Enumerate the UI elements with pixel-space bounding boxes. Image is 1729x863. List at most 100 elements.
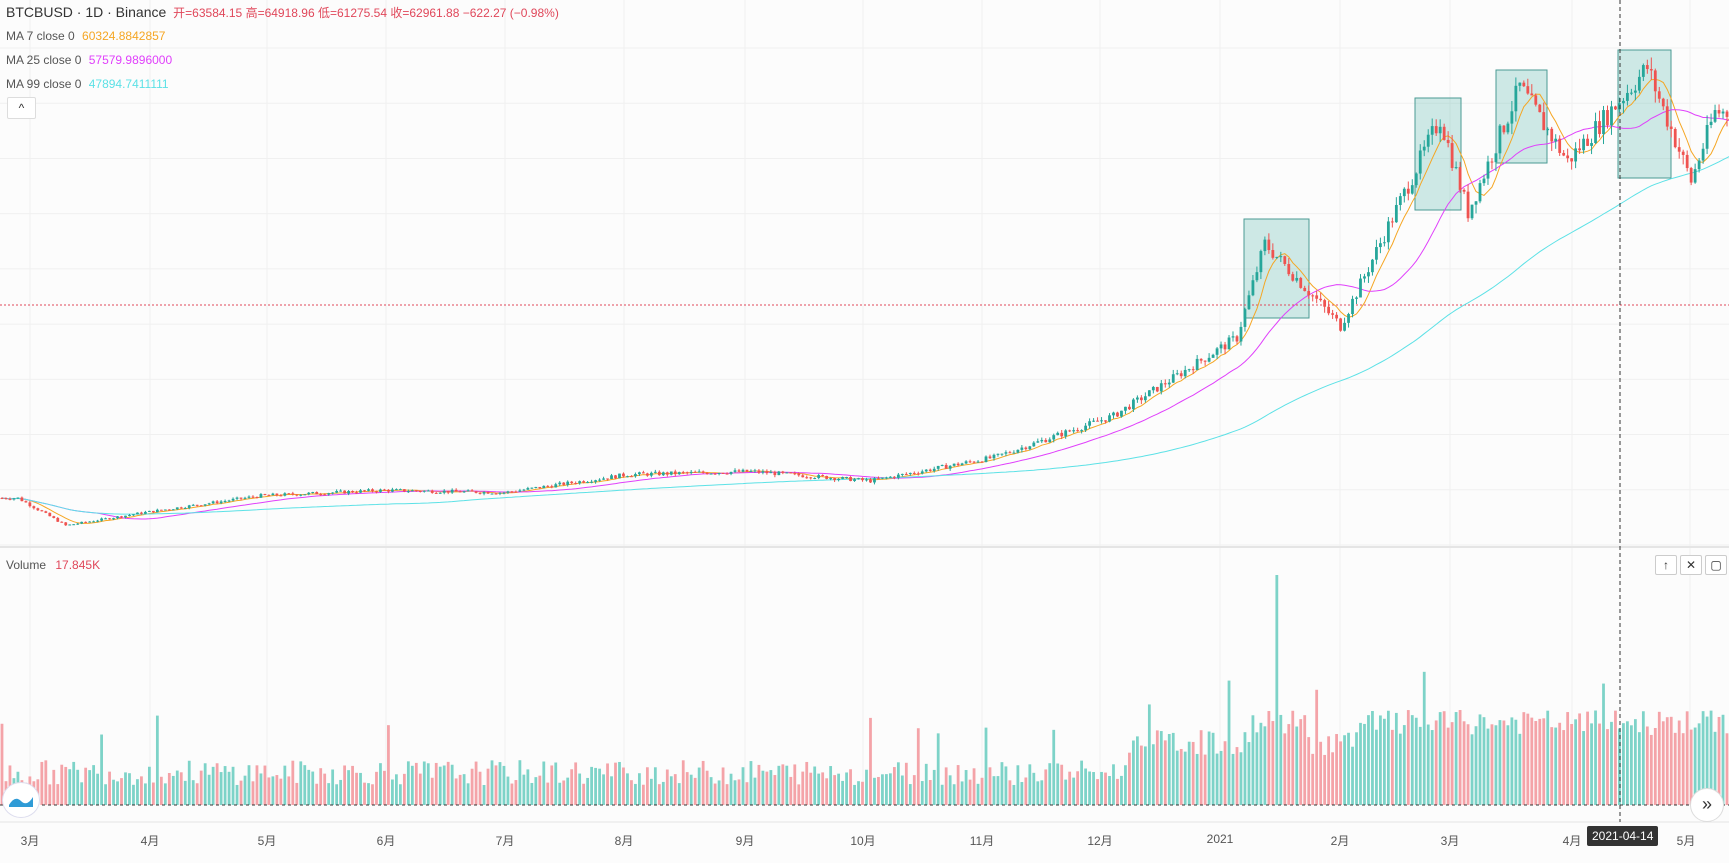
volume-bar (1147, 704, 1151, 805)
volume-bar (1526, 713, 1530, 805)
volume-bar (271, 776, 275, 805)
candle-body (502, 492, 506, 494)
candle-body (522, 489, 526, 491)
candle-body (1506, 123, 1510, 133)
volume-bar (1371, 710, 1374, 805)
candle-body (530, 487, 534, 489)
candle-body (873, 478, 876, 483)
candle-body (1012, 452, 1016, 454)
ma99-legend[interactable]: MA 99 close 0 47894.7411111 (6, 77, 169, 91)
candle-body (171, 509, 175, 511)
volume-bar (144, 783, 147, 805)
volume-bar (1518, 733, 1522, 805)
volume-bar (171, 775, 175, 805)
candle-body (1291, 274, 1295, 281)
volume-bar (442, 765, 446, 805)
candle-body (339, 490, 343, 492)
candle-body (1590, 143, 1593, 146)
maximize-pane-button[interactable]: ▢ (1705, 555, 1727, 575)
volume-bar (291, 760, 295, 805)
volume-bar (1450, 722, 1454, 805)
ma99-value: 47894.7411111 (88, 77, 169, 91)
volume-bar (1132, 740, 1135, 805)
candle-body (231, 498, 235, 501)
candle-body (518, 490, 522, 492)
candle-body (275, 493, 279, 496)
ma25-legend[interactable]: MA 25 close 0 57579.9896000 (6, 53, 172, 67)
volume-bar (964, 770, 968, 805)
volume-bar (761, 770, 765, 805)
candle-body (833, 478, 837, 481)
volume-bar (1080, 760, 1084, 805)
volume-bar (1227, 680, 1231, 805)
volume-legend[interactable]: Volume 17.845K (6, 558, 100, 572)
volume-bar (821, 772, 825, 805)
volume-bar (1183, 751, 1187, 805)
volume-bar (235, 784, 239, 805)
volume-bar (422, 761, 426, 805)
volume-bar (287, 776, 291, 805)
volume-bar (482, 784, 486, 805)
candle-body (1343, 322, 1346, 331)
close-pane-button[interactable]: ✕ (1680, 555, 1702, 575)
volume-bar (1685, 711, 1689, 805)
candle-body (634, 474, 637, 477)
candle-body (626, 476, 629, 478)
volume-bar (1207, 731, 1211, 805)
volume-bar (159, 776, 163, 805)
volume-bar (1116, 778, 1119, 805)
candle-body (968, 461, 972, 463)
collapse-legend-button[interactable]: ^ (7, 97, 36, 119)
candle-body (1622, 100, 1625, 104)
volume-bar (1542, 718, 1546, 805)
volume-bar (494, 765, 498, 805)
candle-body (76, 523, 80, 525)
candle-body (108, 518, 111, 520)
volume-bar (1721, 714, 1725, 805)
volume-bar (753, 777, 757, 805)
volume-bar (677, 783, 681, 805)
candle-body (0, 498, 4, 500)
candle-body (757, 470, 761, 473)
candle-body (534, 486, 538, 488)
candle-body (681, 472, 685, 474)
volume-bar (861, 781, 864, 805)
volume-bar (1247, 742, 1251, 805)
volume-bar (434, 762, 438, 805)
candle-body (817, 475, 821, 479)
volume-bar (618, 761, 621, 805)
ma7-legend[interactable]: MA 7 close 0 60324.8842857 (6, 29, 165, 43)
candle-body (1578, 148, 1581, 151)
candle-body (713, 473, 717, 475)
volume-bar (1418, 726, 1422, 805)
volume-bar (263, 765, 267, 805)
volume-bar (64, 766, 68, 805)
close-icon: ✕ (1685, 558, 1697, 572)
candle-body (1235, 336, 1239, 342)
candle-body (155, 509, 159, 513)
candle-body (1673, 129, 1677, 148)
candle-body (100, 518, 103, 521)
volume-bar (347, 770, 350, 805)
candle-body (1303, 287, 1307, 292)
move-pane-up-button[interactable]: ↑ (1655, 555, 1677, 575)
volume-bar (1323, 754, 1327, 805)
scroll-to-realtime-button[interactable]: » (1690, 788, 1724, 822)
candle-body (1219, 344, 1223, 349)
volume-bar (1725, 733, 1729, 805)
candle-body (391, 489, 394, 492)
volume-bar (522, 774, 526, 805)
candle-body (40, 510, 44, 512)
volume-bar (1586, 711, 1589, 805)
tradingview-logo-icon[interactable] (2, 782, 40, 818)
volume-bar (1717, 716, 1721, 805)
volume-bar (1653, 727, 1657, 805)
candle-body (299, 494, 303, 496)
candle-body (28, 502, 32, 507)
candle-body (1092, 420, 1095, 422)
ma25-label: MA 25 close 0 (6, 53, 82, 67)
candle-body (1207, 357, 1211, 362)
volume-bar (1203, 754, 1207, 805)
volume-bar (179, 772, 183, 805)
